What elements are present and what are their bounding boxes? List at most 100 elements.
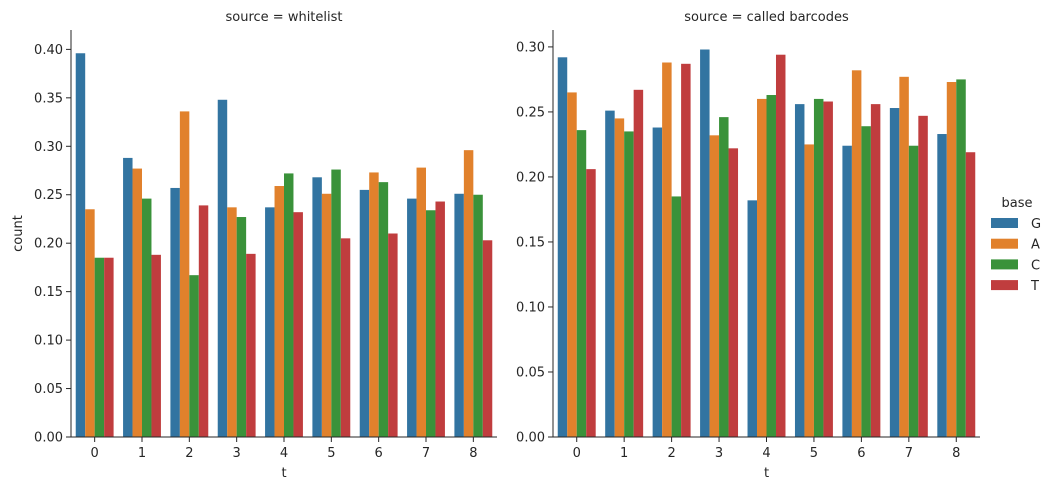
panel-whitelist: source = whitelist 0.00 0.05 0.10 0.15 0.20 0.…	[11, 10, 497, 481]
bar-C-2	[671, 196, 682, 437]
panel-called-barcodes: source = called barcodes 0.00 0.05 0.10 0.15…	[516, 10, 980, 481]
bar-C-8	[956, 79, 966, 437]
legend-title: base	[1002, 196, 1033, 211]
y-tick-label: 0.15	[34, 285, 63, 300]
y-axis-label: count	[11, 215, 26, 252]
bar-G-4	[265, 207, 275, 437]
y-tick-label: 0.25	[516, 105, 545, 120]
bar-C-5	[813, 98, 824, 437]
x-tick-label: 2	[185, 446, 193, 461]
bar-G-2	[652, 127, 663, 438]
bar-G-6	[842, 145, 852, 437]
x-tick-label: 3	[715, 446, 723, 461]
panel-title: source = called barcodes	[684, 10, 849, 25]
y-tick-label: 0.15	[516, 235, 545, 250]
bar-T-1	[633, 89, 644, 437]
x-tick-label: 5	[810, 446, 818, 461]
bar-G-1	[123, 157, 133, 437]
bar-T-4	[775, 54, 786, 438]
bar-T-2	[681, 63, 691, 437]
bar-A-7	[899, 76, 909, 438]
bar-G-8	[937, 134, 947, 437]
x-tick-label: 8	[952, 446, 960, 461]
bar-T-5	[823, 101, 833, 437]
bar-C-1	[624, 131, 634, 437]
x-tick-label: 1	[138, 446, 146, 461]
x-axis-label: t	[764, 466, 769, 481]
bar-A-2	[662, 62, 672, 437]
bar-A-3	[227, 207, 237, 437]
bar-A-0	[567, 92, 577, 437]
bar-T-1	[151, 254, 161, 437]
bar-T-4	[293, 212, 303, 437]
bar-C-4	[284, 173, 294, 437]
bar-G-0	[557, 57, 568, 438]
y-tick-label: 0.25	[34, 188, 63, 203]
bar-G-8	[454, 193, 464, 437]
bar-A-5	[321, 193, 332, 437]
bar-C-7	[908, 145, 919, 437]
legend-swatch-G	[991, 218, 1018, 228]
bar-T-6	[870, 104, 881, 437]
y-tick-label: 0.30	[34, 140, 63, 155]
bar-C-1	[142, 198, 152, 437]
bar-G-6	[359, 189, 370, 437]
bar-G-0	[75, 53, 86, 437]
bar-G-5	[794, 104, 805, 437]
x-tick-label: 8	[469, 446, 477, 461]
bar-G-7	[407, 198, 417, 437]
x-tick-label: 0	[573, 446, 581, 461]
y-tick-label: 0.40	[34, 43, 63, 58]
bar-G-1	[605, 110, 615, 437]
bar-G-3	[700, 49, 710, 437]
x-tick-label: 6	[375, 446, 383, 461]
bar-A-4	[757, 98, 767, 437]
x-tick-label: 2	[667, 446, 675, 461]
legend-label-A: A	[1031, 238, 1040, 253]
bar-A-7	[416, 167, 426, 437]
bar-A-2	[179, 111, 190, 438]
bar-A-1	[614, 118, 625, 437]
legend-label-T: T	[1030, 279, 1039, 294]
bar-A-4	[274, 186, 284, 437]
bar-C-4	[766, 95, 776, 437]
y-tick-label: 0.05	[516, 365, 545, 380]
legend-label-C: C	[1031, 258, 1040, 273]
y-tick-label: 0.20	[34, 237, 63, 252]
y-tick-label: 0.35	[34, 91, 63, 106]
x-tick-label: 5	[327, 446, 335, 461]
bar-C-0	[576, 130, 587, 437]
y-tick-label: 0.10	[516, 300, 545, 315]
bar-C-3	[719, 117, 729, 438]
bar-A-5	[804, 144, 814, 438]
bar-T-2	[198, 205, 209, 437]
bar-C-2	[189, 275, 199, 437]
x-tick-label: 7	[422, 446, 430, 461]
bar-C-8	[473, 194, 483, 437]
bar-T-3	[728, 148, 739, 437]
bar-T-5	[340, 238, 351, 437]
bar-A-0	[85, 209, 95, 437]
bar-C-6	[378, 182, 389, 437]
bar-A-6	[369, 172, 379, 437]
x-tick-label: 4	[280, 446, 288, 461]
x-tick-label: 7	[905, 446, 913, 461]
x-axis-label: t	[281, 466, 286, 481]
y-tick-label: 0.20	[516, 170, 545, 185]
bar-T-6	[388, 233, 398, 437]
x-tick-label: 1	[620, 446, 628, 461]
legend-label-G: G	[1031, 217, 1041, 232]
x-tick-label: 3	[233, 446, 241, 461]
bar-G-4	[747, 200, 758, 437]
bar-C-7	[426, 210, 436, 437]
bar-C-3	[236, 217, 247, 437]
bar-A-8	[946, 82, 957, 437]
legend-swatch-C	[991, 259, 1018, 270]
y-tick-label: 0.00	[516, 431, 545, 446]
bar-C-0	[94, 257, 105, 437]
bar-T-7	[435, 201, 445, 437]
bar-T-8	[965, 152, 976, 437]
bar-C-6	[861, 126, 871, 438]
y-tick-label: 0.30	[516, 40, 545, 55]
